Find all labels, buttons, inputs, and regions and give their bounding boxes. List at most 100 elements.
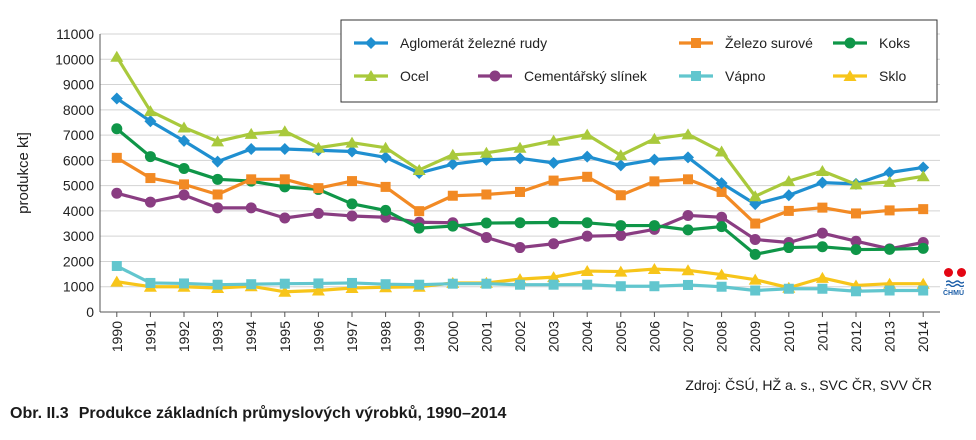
series-1-point: [447, 190, 458, 201]
series-2-point: [447, 220, 459, 232]
series-5-point: [548, 279, 559, 290]
series-3-point: [278, 125, 292, 137]
series-5-point: [851, 286, 861, 297]
series-0-point: [110, 92, 123, 105]
y-axis-label: produkce kt]: [15, 132, 32, 214]
series-1-point: [111, 152, 122, 163]
series-2-point: [682, 224, 694, 236]
series-3-point: [244, 127, 258, 139]
series-0-point: [782, 189, 795, 202]
series-1-point: [380, 181, 391, 192]
legend-label: Vápno: [725, 68, 766, 84]
series-2-point: [581, 217, 593, 229]
series-4-point: [480, 231, 492, 243]
logo-dot-left: [944, 268, 953, 277]
series-5-point: [582, 279, 593, 290]
series-5-point: [447, 278, 458, 289]
y-tick-label: 7000: [63, 127, 94, 143]
series-6-point: [110, 275, 124, 287]
series-2-point: [783, 242, 795, 254]
chmu-logo: ČHMÚ: [941, 268, 971, 302]
series-2-point: [514, 217, 526, 229]
x-tick-label: 1999: [411, 321, 427, 352]
series-5-point: [212, 279, 223, 290]
series-1-point: [918, 204, 929, 215]
series-2-point: [144, 151, 156, 163]
series-0-point: [581, 150, 594, 163]
x-tick-label: 1992: [176, 321, 192, 352]
logo-text: ČHMÚ: [943, 290, 964, 297]
series-1-point: [279, 174, 290, 185]
series-0-point: [682, 151, 694, 164]
series-6-point: [547, 271, 561, 283]
legend-swatch-marker: [691, 71, 701, 81]
series-6-point: [580, 265, 594, 277]
y-tick-label: 1000: [63, 279, 94, 295]
y-tick-label: 2000: [63, 253, 94, 269]
series-2-point: [178, 162, 190, 174]
series-2-point: [548, 217, 560, 229]
series-5-point: [649, 281, 660, 292]
series-5-point: [515, 279, 525, 290]
series-5-point: [414, 279, 425, 290]
y-tick-label: 4000: [63, 203, 94, 219]
series-3-point: [311, 141, 325, 153]
logo-wave-icon: [946, 280, 964, 287]
series-0-point: [446, 158, 459, 171]
series-5-point: [683, 279, 693, 290]
series-5-point: [111, 261, 122, 272]
x-tick-label: 1995: [277, 321, 293, 352]
series-1-point: [582, 171, 593, 182]
series-5-point: [279, 278, 290, 289]
series-3-point: [211, 135, 225, 147]
line-chart: 0 1000 2000 3000 4000 5000 6000 7000 8000 9000 100…: [15, 19, 940, 352]
series-3-point: [143, 105, 157, 117]
series-0-point: [144, 115, 157, 128]
x-tick-label: 2008: [714, 321, 730, 352]
series-4-point: [212, 202, 224, 214]
series-0-point: [514, 152, 526, 165]
series-4-point: [346, 210, 358, 222]
x-tick-label: 2012: [848, 321, 864, 352]
series-4-point: [548, 238, 560, 250]
series-0-point: [917, 161, 930, 174]
series-4-point: [581, 230, 593, 242]
caption-text: Produkce základních průmyslových výrobků…: [78, 405, 507, 422]
series-2-point: [850, 244, 862, 256]
x-tick-label: 1990: [109, 321, 125, 352]
caption-number: Obr. II.3: [10, 405, 69, 422]
series-1-point: [683, 174, 693, 185]
series-1-point: [548, 175, 559, 186]
x-tick-label: 1991: [142, 321, 158, 352]
series-3-point: [580, 128, 594, 140]
series-3-point: [681, 128, 695, 140]
y-tick-label: 3000: [63, 228, 94, 244]
series-2-point: [917, 242, 929, 254]
series-5-point: [246, 279, 257, 290]
x-tick-label: 2009: [747, 321, 763, 352]
series-2-point: [884, 243, 896, 255]
x-tick-label: 2005: [613, 321, 629, 352]
series-3-point: [815, 164, 829, 176]
series-6-point: [647, 263, 661, 275]
x-tick-label: 2004: [579, 321, 595, 352]
series-1-point: [851, 208, 861, 219]
series-5-point: [179, 278, 189, 289]
y-tick-label: 6000: [63, 152, 94, 168]
legend-swatch-marker: [489, 70, 501, 82]
series-3-point: [379, 141, 393, 153]
series-0-point: [816, 176, 829, 189]
series-1-point: [783, 205, 794, 216]
legend-swatch-marker: [844, 37, 856, 49]
series-2-point: [413, 222, 425, 234]
series-0-point: [547, 156, 560, 169]
series-5-point: [380, 279, 391, 290]
series-1-point: [817, 202, 828, 213]
series-1-point: [347, 176, 357, 187]
series-5-point: [347, 277, 357, 288]
series-5-point: [750, 285, 761, 296]
series-5-point: [313, 278, 324, 289]
legend-box: [340, 19, 938, 103]
x-tick-label: 2013: [882, 321, 898, 352]
x-tick-label: 1996: [310, 321, 326, 352]
